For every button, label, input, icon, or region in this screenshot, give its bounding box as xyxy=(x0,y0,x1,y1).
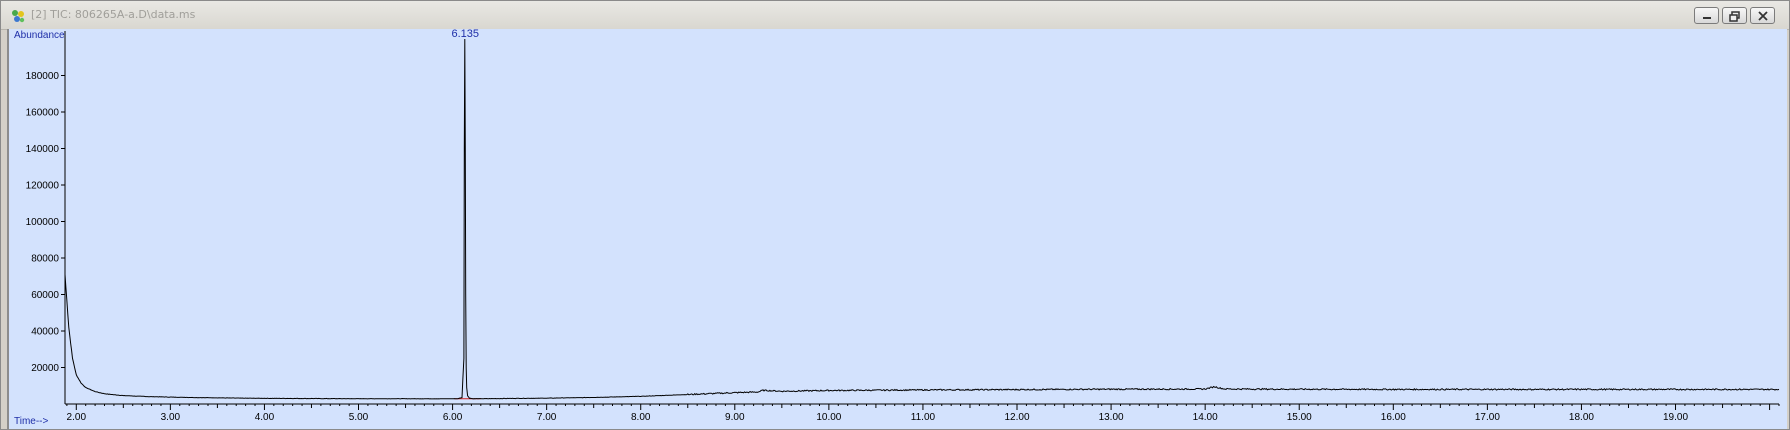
close-icon xyxy=(1758,11,1768,21)
x-tick-label: 14.00 xyxy=(1193,412,1218,423)
x-tick-label: 18.00 xyxy=(1569,412,1594,423)
peak-annotations: 6.135 xyxy=(452,29,480,40)
minimize-button[interactable] xyxy=(1694,7,1719,24)
x-ticks: 2.00 3.00 4.00 5.00 6.00 7.00 8.00 9.00 10.00 11.… xyxy=(66,404,1780,423)
restore-icon xyxy=(1729,11,1740,22)
x-tick-label: 9.00 xyxy=(725,412,745,423)
x-tick-label: 4.00 xyxy=(255,412,275,423)
peak-label: 6.135 xyxy=(452,29,480,40)
restore-button[interactable] xyxy=(1722,7,1747,24)
window-title: [2] TIC: 806265A-a.D\data.ms xyxy=(31,8,196,21)
y-tick-label: 80000 xyxy=(31,254,59,265)
y-tick-label: 60000 xyxy=(31,290,59,301)
x-tick-label: 16.00 xyxy=(1381,412,1406,423)
axes xyxy=(64,31,1779,405)
x-tick-label: 5.00 xyxy=(349,412,369,423)
x-tick-label: 7.00 xyxy=(537,412,557,423)
y-tick-label: 180000 xyxy=(26,71,60,82)
y-tick-label: 140000 xyxy=(26,144,60,155)
chromatogram-app-icon xyxy=(12,10,25,23)
y-tick-label: 160000 xyxy=(26,108,60,119)
y-axis-label: Abundance xyxy=(14,30,65,41)
x-tick-label: 13.00 xyxy=(1099,412,1124,423)
x-tick-label: 6.00 xyxy=(443,412,463,423)
y-tick-label: 100000 xyxy=(26,217,60,228)
x-tick-label: 17.00 xyxy=(1475,412,1500,423)
minimize-icon xyxy=(1703,17,1711,19)
x-tick-label: 2.00 xyxy=(67,412,87,423)
x-tick-label: 19.00 xyxy=(1663,412,1688,423)
plot-area[interactable]: Abundance Time--> 20000 40000 60000 80000 10… xyxy=(7,29,1787,429)
close-button[interactable] xyxy=(1750,7,1775,24)
x-tick-label: 15.00 xyxy=(1287,412,1312,423)
x-tick-label: 8.00 xyxy=(631,412,651,423)
x-tick-label: 12.00 xyxy=(1004,412,1029,423)
x-axis-label: Time--> xyxy=(14,416,49,427)
title-bar[interactable]: [2] TIC: 806265A-a.D\data.ms xyxy=(1,1,1789,30)
x-tick-label: 3.00 xyxy=(161,412,181,423)
tic-trace xyxy=(64,38,1780,400)
y-tick-label: 20000 xyxy=(31,363,59,374)
x-tick-label: 11.00 xyxy=(911,412,936,423)
chromatogram-chart: Abundance Time--> 20000 40000 60000 80000 10… xyxy=(14,29,1780,427)
y-tick-label: 120000 xyxy=(26,181,60,192)
x-tick-label: 10.00 xyxy=(816,412,841,423)
y-tick-label: 40000 xyxy=(31,327,59,338)
y-ticks: 20000 40000 60000 80000 100000 120000 140000 16… xyxy=(26,71,65,374)
